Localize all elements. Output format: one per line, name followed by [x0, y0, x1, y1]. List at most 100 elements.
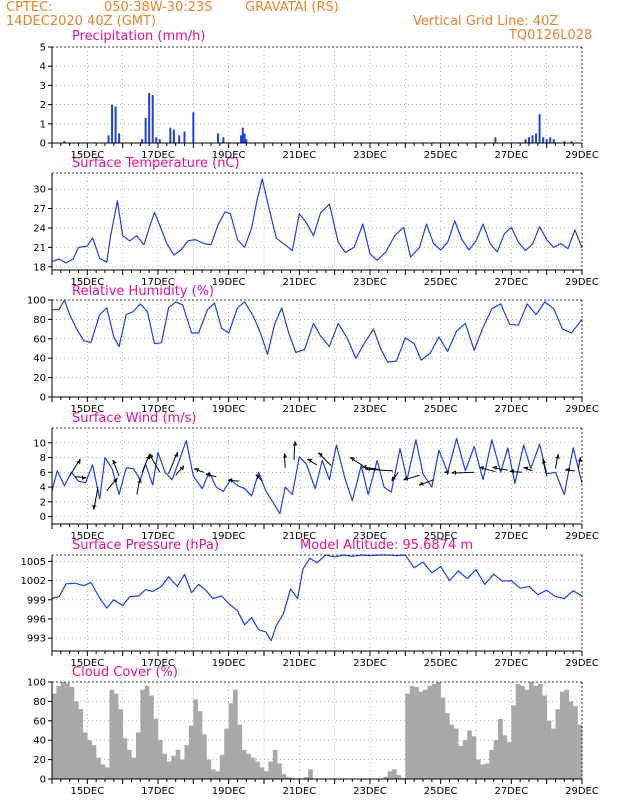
wind-arrowhead [565, 467, 570, 473]
wind-arrowhead [205, 472, 211, 477]
wind-ytick-label: 6 [40, 468, 46, 479]
precip-bar [570, 141, 573, 143]
cloud-ytick-label: 0 [40, 775, 46, 786]
cloud-bar [484, 763, 490, 779]
temp-xtick-label: 15DEC [70, 277, 104, 288]
cloud-bar [197, 711, 203, 779]
cloud-bar [100, 764, 106, 779]
cloud-bar [511, 705, 516, 779]
wind-xtick-label: 27DEC [494, 531, 528, 542]
cloud-bar [118, 709, 123, 779]
cloud-ytick-label: 20 [33, 755, 46, 766]
cloud-bar [175, 749, 181, 779]
rh-xtick-label: 19DEC [212, 404, 246, 415]
cloud-bar [215, 771, 221, 779]
cloud-bar [577, 724, 583, 779]
wind-arrowhead [361, 464, 367, 470]
rh-ytick-label: 60 [33, 334, 46, 345]
precip-bar [245, 139, 248, 143]
cloud-bar [277, 763, 282, 779]
wind-vector [509, 471, 522, 473]
wind-xtick-label: 23DEC [353, 531, 387, 542]
wind-arrowhead [451, 470, 456, 475]
cloud-bar [453, 728, 459, 779]
wind-vector [194, 468, 205, 473]
pres-xtick-label: 17DEC [141, 658, 175, 669]
cloud-bar [122, 738, 128, 779]
cloud-bar [193, 699, 198, 779]
header-grid-note: Vertical Grid Line: 40Z [413, 14, 559, 29]
cloud-bar [409, 685, 415, 779]
temp-xtick-label: 17DEC [141, 277, 175, 288]
cloud-bar [246, 753, 251, 779]
precip-bar [178, 135, 181, 143]
wind-vector [419, 479, 434, 486]
precip-xtick-label: 25DEC [424, 150, 458, 161]
precip-bar [240, 135, 243, 143]
cloud-bar [241, 749, 247, 779]
wind-ytick-label: 0 [40, 512, 46, 523]
precip-ytick-label: 3 [40, 81, 46, 92]
temp-xtick-label: 19DEC [212, 277, 246, 288]
wind-vector [175, 465, 185, 476]
cloud-bar [144, 685, 150, 779]
wind-vector [492, 467, 508, 471]
pres-ytick-label: 999 [27, 595, 46, 606]
wind-vector [293, 441, 296, 460]
wind-vector [255, 474, 263, 482]
temp-xtick-label: 27DEC [494, 277, 528, 288]
cloud-bar [440, 697, 446, 779]
precip-bar [535, 133, 538, 143]
precip-bar [144, 118, 147, 143]
cloud-bar [52, 693, 57, 779]
wind-vector [391, 472, 399, 482]
cloud-bar [533, 685, 539, 779]
wind-arrowhead [174, 452, 179, 457]
cloud-bar [423, 689, 428, 779]
wind-arrowhead [577, 457, 583, 462]
wind-vector [112, 459, 120, 477]
wind-vector [141, 454, 150, 473]
precip-bar [538, 114, 541, 143]
rh-xtick-label: 27DEC [494, 404, 528, 415]
header-coords: 050:38W-30:23S [104, 0, 213, 15]
header-code: TQ0126L028 [509, 28, 593, 43]
rh-ytick-label: 100 [27, 296, 46, 307]
cloud-bar [268, 761, 274, 779]
cloud-bar [427, 685, 433, 779]
rh-xtick-label: 23DEC [353, 404, 387, 415]
pres-xtick-label: 21DEC [282, 658, 316, 669]
cloud-bar [281, 774, 287, 779]
precip-xtick-label: 15DEC [70, 150, 104, 161]
header-source: CPTEC: [6, 0, 53, 15]
cloud-bar [237, 724, 243, 779]
precip-bar [552, 139, 555, 143]
precip-ytick-label: 4 [40, 62, 46, 73]
wind-arrowhead [307, 458, 313, 463]
wind-vector [361, 466, 379, 470]
precip-bar [63, 141, 66, 143]
cloud-bar [559, 691, 565, 779]
cloud-bar [506, 742, 512, 779]
cloud-xtick-label: 19DEC [212, 786, 246, 797]
precip-bar [531, 135, 534, 143]
cloud-bar [166, 761, 172, 779]
temp-ytick-label: 30 [33, 185, 46, 196]
wind-vector [403, 474, 420, 481]
cloud-bar [489, 749, 494, 779]
wind-arrowhead [81, 475, 87, 480]
cloud-bar [449, 724, 455, 779]
cloud-bar [224, 728, 229, 779]
wind-vector [555, 454, 559, 469]
wind-arrowhead [137, 478, 142, 483]
temp-line [51, 178, 583, 264]
cloud-xtick-label: 17DEC [141, 786, 175, 797]
precip-xtick-label: 27DEC [494, 150, 528, 161]
cloud-bar [135, 732, 141, 779]
cloud-bar [211, 769, 216, 779]
pres-ytick-label: 1005 [21, 557, 46, 568]
wind-arrowhead [391, 476, 396, 482]
wind-vector [205, 473, 217, 478]
precip-ytick-label: 2 [40, 100, 46, 111]
